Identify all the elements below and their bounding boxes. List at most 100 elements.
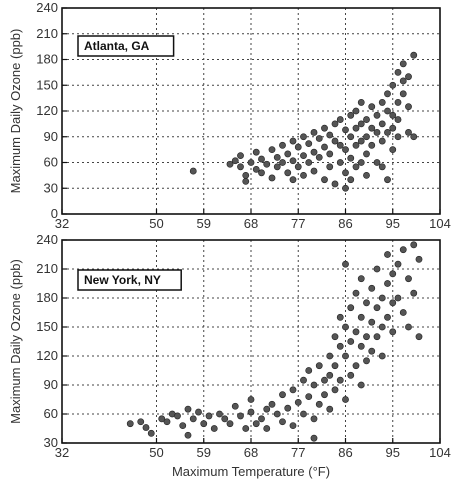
data-point bbox=[363, 171, 370, 179]
data-point bbox=[247, 159, 255, 166]
data-point bbox=[342, 352, 349, 360]
data-point bbox=[310, 129, 318, 136]
data-point bbox=[399, 60, 407, 68]
data-point bbox=[410, 133, 418, 141]
data-point bbox=[357, 137, 365, 145]
data-point bbox=[242, 425, 250, 432]
data-point bbox=[189, 415, 197, 423]
data-point bbox=[352, 163, 360, 171]
data-point bbox=[300, 133, 307, 141]
y-tick-label: 150 bbox=[36, 77, 58, 92]
data-point bbox=[410, 51, 418, 59]
data-point bbox=[384, 251, 391, 258]
y-tick-label: 90 bbox=[44, 129, 58, 144]
y-tick-label: 210 bbox=[36, 261, 58, 276]
data-point bbox=[158, 415, 166, 423]
data-point bbox=[195, 408, 202, 416]
data-point bbox=[326, 150, 334, 158]
data-point bbox=[305, 367, 313, 374]
data-point bbox=[336, 313, 344, 321]
data-point bbox=[357, 275, 365, 283]
data-point bbox=[363, 333, 370, 341]
data-point bbox=[321, 124, 328, 132]
data-point bbox=[378, 323, 386, 331]
data-point bbox=[205, 412, 213, 420]
data-point bbox=[279, 141, 286, 149]
data-point bbox=[368, 284, 376, 292]
data-point bbox=[273, 410, 281, 418]
data-point bbox=[310, 167, 318, 175]
x-tick-label: 95 bbox=[386, 216, 400, 231]
data-point bbox=[137, 418, 145, 426]
x-tick-label: 50 bbox=[149, 216, 163, 231]
data-point bbox=[184, 431, 192, 439]
data-point bbox=[363, 116, 370, 123]
data-point bbox=[289, 386, 297, 394]
data-point bbox=[394, 260, 402, 268]
y-axis-label: Maximum Daily Ozone (ppb) bbox=[8, 259, 23, 424]
data-point bbox=[389, 111, 397, 119]
data-point bbox=[231, 157, 239, 165]
data-point bbox=[310, 415, 318, 423]
data-point bbox=[405, 323, 412, 331]
data-point bbox=[142, 424, 150, 431]
data-point bbox=[263, 425, 271, 432]
data-point bbox=[357, 381, 365, 389]
data-point bbox=[200, 420, 208, 428]
y-tick-label: 210 bbox=[36, 26, 58, 41]
data-point bbox=[289, 137, 297, 145]
data-point bbox=[268, 174, 276, 182]
data-point bbox=[342, 169, 349, 177]
x-tick-label: 86 bbox=[338, 445, 352, 460]
data-point bbox=[347, 154, 355, 162]
data-point bbox=[310, 434, 318, 442]
data-point bbox=[373, 333, 381, 341]
data-point bbox=[263, 160, 271, 168]
data-point bbox=[389, 81, 397, 89]
data-point bbox=[258, 415, 265, 423]
data-point bbox=[394, 116, 402, 123]
data-point bbox=[326, 163, 334, 171]
data-point bbox=[242, 177, 250, 185]
panel-label-box bbox=[77, 35, 175, 57]
data-point bbox=[294, 163, 302, 171]
data-point bbox=[305, 159, 313, 166]
y-tick-label: 240 bbox=[36, 0, 58, 15]
data-point bbox=[315, 362, 323, 370]
data-point bbox=[315, 153, 323, 161]
data-point bbox=[378, 120, 386, 128]
data-point bbox=[294, 398, 302, 406]
data-point bbox=[252, 420, 260, 428]
data-point bbox=[357, 313, 365, 321]
data-point bbox=[289, 176, 297, 184]
data-point bbox=[342, 126, 349, 134]
x-tick-label: 59 bbox=[197, 216, 211, 231]
data-point bbox=[315, 135, 323, 142]
data-point bbox=[326, 371, 334, 379]
data-point bbox=[310, 148, 318, 156]
data-point bbox=[315, 400, 323, 408]
data-point bbox=[363, 357, 370, 365]
data-point bbox=[242, 171, 250, 179]
data-point bbox=[289, 422, 297, 429]
data-point bbox=[252, 165, 260, 173]
data-point bbox=[300, 171, 307, 179]
data-point bbox=[268, 400, 276, 408]
data-point bbox=[405, 275, 412, 283]
data-point bbox=[373, 265, 381, 273]
y-tick-label: 30 bbox=[44, 180, 58, 195]
data-point bbox=[357, 159, 365, 166]
panel-label: Atlanta, GA bbox=[77, 35, 175, 57]
x-tick-label: 77 bbox=[291, 445, 305, 460]
data-point bbox=[415, 255, 423, 263]
data-point bbox=[373, 159, 381, 166]
data-point bbox=[321, 376, 328, 384]
data-point bbox=[389, 270, 397, 278]
data-point bbox=[347, 338, 355, 345]
data-point bbox=[321, 143, 328, 151]
data-point bbox=[331, 333, 339, 341]
data-point bbox=[352, 107, 360, 115]
data-point bbox=[378, 352, 386, 360]
panel-label-box bbox=[77, 269, 182, 291]
